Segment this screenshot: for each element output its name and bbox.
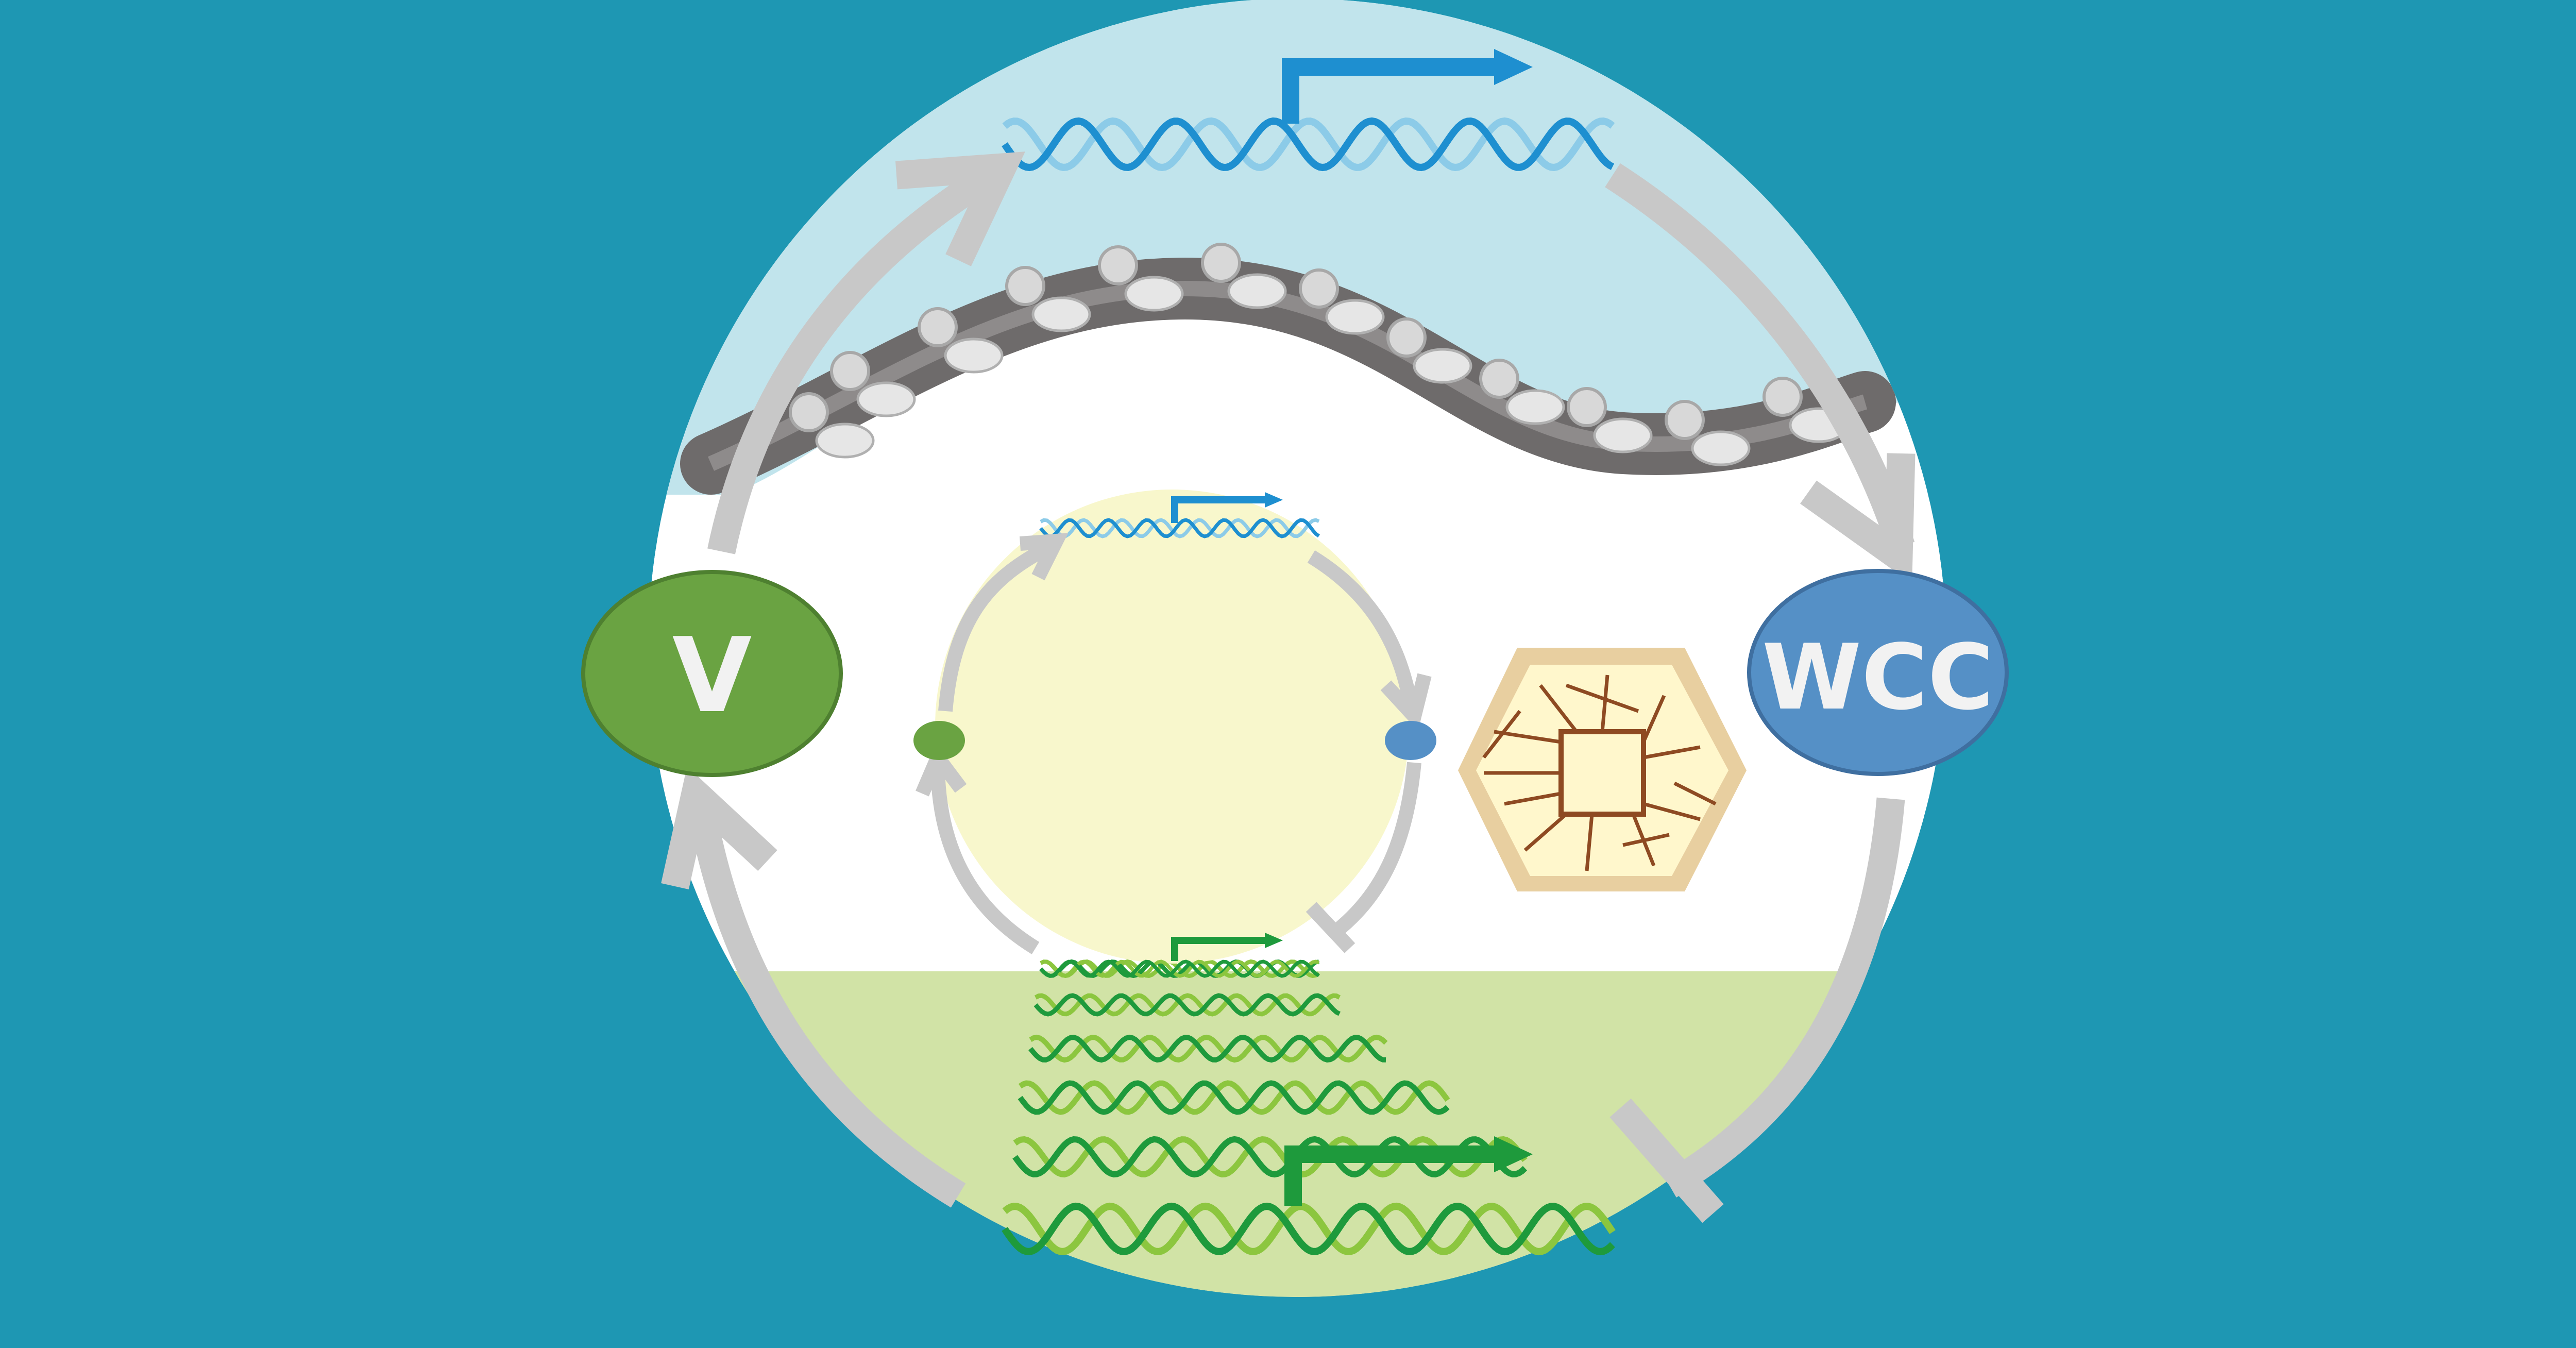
inner-wcc-dot [1385,721,1436,760]
activation-arrow-icon [895,151,1025,266]
bottom-dna-helix-stack-icon [1002,959,1616,1256]
activation-arrow-icon [661,766,777,889]
inner-top-dna-helix-icon [1039,518,1320,538]
v-node-label: V [672,616,752,736]
inner-arrow-right-down [1307,550,1419,713]
inhibition-bar-icon [1609,1098,1724,1223]
inner-bottom-promoter-arrow-icon [1171,933,1283,961]
inner-arrow-left-up [938,540,1055,712]
inner-circle [935,490,1409,964]
cell-wall-hexagon-icon [1458,648,1747,891]
inner-arrow-left-up-lower [930,762,1040,954]
v-node: V [581,570,843,777]
top-promoter-arrow-icon [1282,49,1533,124]
membrane-protein-icons [789,243,1849,466]
top-region [648,0,1946,495]
bottom-promoter-arrow-icon [1284,1136,1533,1206]
arrow-top-to-wcc [1605,163,1915,551]
wcc-node: WCC [1747,569,2009,776]
inhibition-bar-icon [1306,902,1355,953]
inner-v-dot [913,721,965,760]
activation-arrow-icon [1020,533,1069,581]
activation-arrow-icon [1380,673,1432,731]
inner-top-promoter-arrow-icon [1171,492,1283,523]
membrane [680,243,1896,495]
inner-inhibition-right [1330,762,1421,939]
inner-cycle-arrows [916,533,1432,954]
outer-cycle-arrows [661,151,1916,1223]
arrow-bottom-to-v [686,801,966,1208]
inner-bottom-dna-helix-icon [1039,959,1320,978]
wcc-node-label: WCC [1762,626,1994,730]
activation-arrow-icon [1800,453,1916,584]
arrow-v-to-top [707,158,1007,554]
inhibition-wcc-to-bottom [1662,797,1905,1198]
top-dna-helix-icon [1002,117,1615,172]
